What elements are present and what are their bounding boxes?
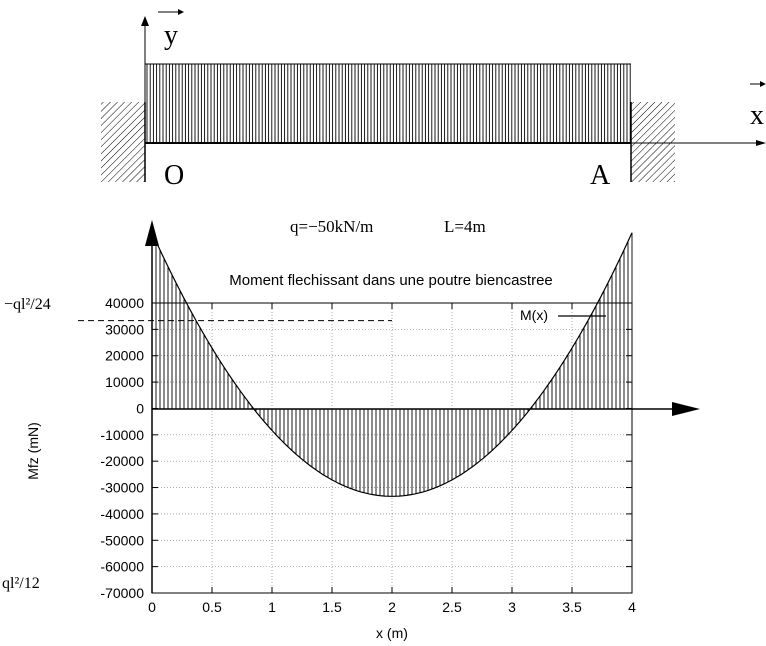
y-tick-label: 40000	[105, 295, 144, 311]
chart-ticks: 0 0.5 1 1.5 2 2.5 3 3.5 4 40000 30000 20000 10000 0 -1…	[100, 295, 636, 615]
x-tick-label: 0.5	[202, 599, 222, 615]
beam-y-arrowhead-icon	[141, 16, 149, 26]
x-tick-label: 1	[268, 599, 276, 615]
y-tick-label: -20000	[100, 453, 144, 469]
y-tick-label: -50000	[100, 532, 144, 548]
chart-legend: M(x)	[520, 307, 606, 323]
length-text: L=4m	[444, 217, 486, 236]
min-moment-label: ql²/12	[2, 575, 40, 592]
x-tick-label: 3.5	[562, 599, 582, 615]
right-support	[631, 102, 675, 182]
y-tick-label: 30000	[105, 321, 144, 337]
y-tick-label: 20000	[105, 348, 144, 364]
beam-diagram: y x O A q=−50kN/m L=4m	[101, 9, 766, 236]
end-label: A	[590, 160, 611, 191]
y-tick-label: 10000	[105, 374, 144, 390]
y-tick-label: -10000	[100, 427, 144, 443]
max-moment-label: −ql²/24	[4, 296, 51, 313]
x-vector-arrow-icon	[760, 81, 766, 87]
y-tick-label: -70000	[100, 585, 144, 601]
moment-chart: Moment flechissant dans une poutre bienc…	[2, 220, 700, 641]
load-text: q=−50kN/m	[290, 217, 373, 236]
y-vector-arrow-icon	[178, 9, 184, 15]
x-tick-label: 3	[508, 599, 516, 615]
moment-axis-right-arrow-icon	[672, 402, 700, 416]
y-axis-label: Mfz (mN)	[25, 422, 41, 480]
x-tick-label: 2.5	[442, 599, 462, 615]
beam-y-label: y	[164, 20, 178, 51]
beam-x-label: x	[750, 100, 764, 131]
x-tick-label: 2	[388, 599, 396, 615]
x-tick-label: 4	[628, 599, 636, 615]
moment-axis-up-arrow-icon	[145, 220, 159, 246]
y-tick-label: 0	[136, 400, 144, 416]
x-tick-label: 1.5	[322, 599, 342, 615]
x-axis-label: x (m)	[376, 625, 408, 641]
chart-title: Moment flechissant dans une poutre bienc…	[229, 272, 553, 289]
left-support	[101, 102, 145, 182]
legend-label-mx: M(x)	[520, 307, 548, 323]
y-tick-label: -40000	[100, 506, 144, 522]
distributed-load	[146, 64, 631, 143]
beam-x-arrowhead-icon	[756, 140, 766, 146]
y-tick-label: -30000	[100, 480, 144, 496]
moment-curve-line	[151, 232, 633, 497]
origin-label: O	[164, 160, 184, 191]
x-tick-label: 0	[148, 599, 156, 615]
y-tick-label: -60000	[100, 559, 144, 575]
